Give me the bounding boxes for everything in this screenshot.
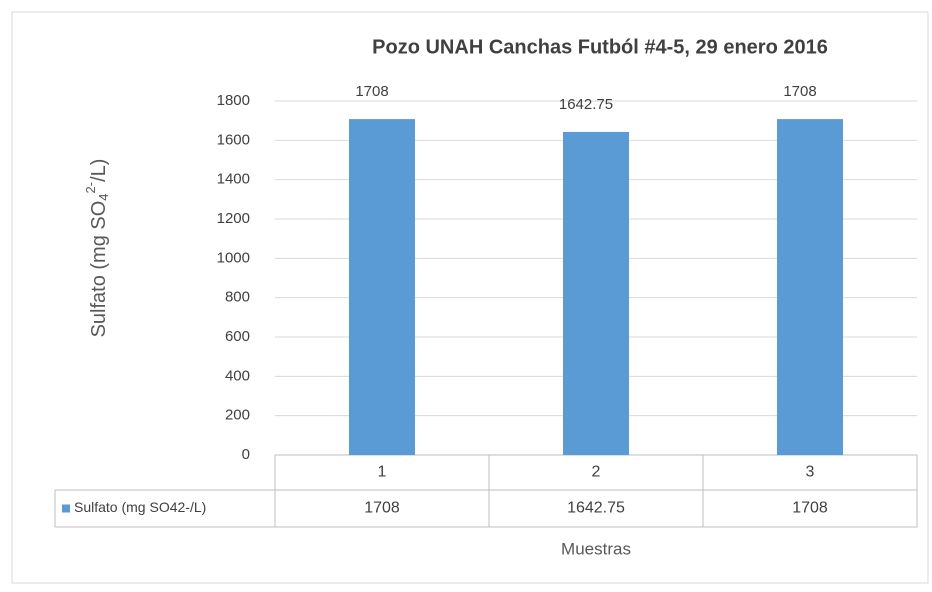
data-label: 1708: [783, 83, 816, 100]
x-tick-label: 1: [378, 464, 387, 481]
data-label: 1642.75: [559, 96, 613, 113]
y-tick-label: 1000: [217, 249, 250, 266]
y-label-sub: 4: [96, 193, 111, 200]
y-tick-label: 1200: [217, 210, 250, 227]
y-label-sup: 2-: [83, 182, 98, 194]
table-value: 1642.75: [567, 500, 625, 517]
chart-title: Pozo UNAH Canchas Futból #4-5, 29 enero …: [372, 36, 828, 58]
table-value: 1708: [364, 500, 400, 517]
data-label: 1708: [355, 83, 388, 100]
y-tick-label: 200: [225, 407, 250, 424]
bar: [777, 119, 843, 456]
x-tick-label: 3: [806, 464, 815, 481]
bar: [563, 131, 629, 455]
y-label-end: /L): [88, 159, 110, 182]
y-tick-label: 600: [225, 328, 250, 345]
table-value: 1708: [792, 500, 828, 517]
y-tick-label: 1800: [217, 92, 250, 109]
y-tick-label: 400: [225, 367, 250, 384]
y-label-text: Sulfato (mg SO: [88, 201, 110, 338]
y-tick-label: 0: [242, 446, 250, 463]
x-axis-label: Muestras: [561, 539, 631, 558]
legend-label: Sulfato (mg SO42-/L): [74, 499, 206, 515]
bar: [349, 119, 415, 456]
y-tick-label: 1600: [217, 131, 250, 148]
x-tick-label: 2: [592, 464, 601, 481]
legend-marker: [62, 504, 70, 513]
y-tick-label: 1400: [217, 171, 250, 188]
y-tick-label: 800: [225, 289, 250, 306]
y-axis-label: Sulfato (mg SO42-/L): [83, 159, 111, 338]
